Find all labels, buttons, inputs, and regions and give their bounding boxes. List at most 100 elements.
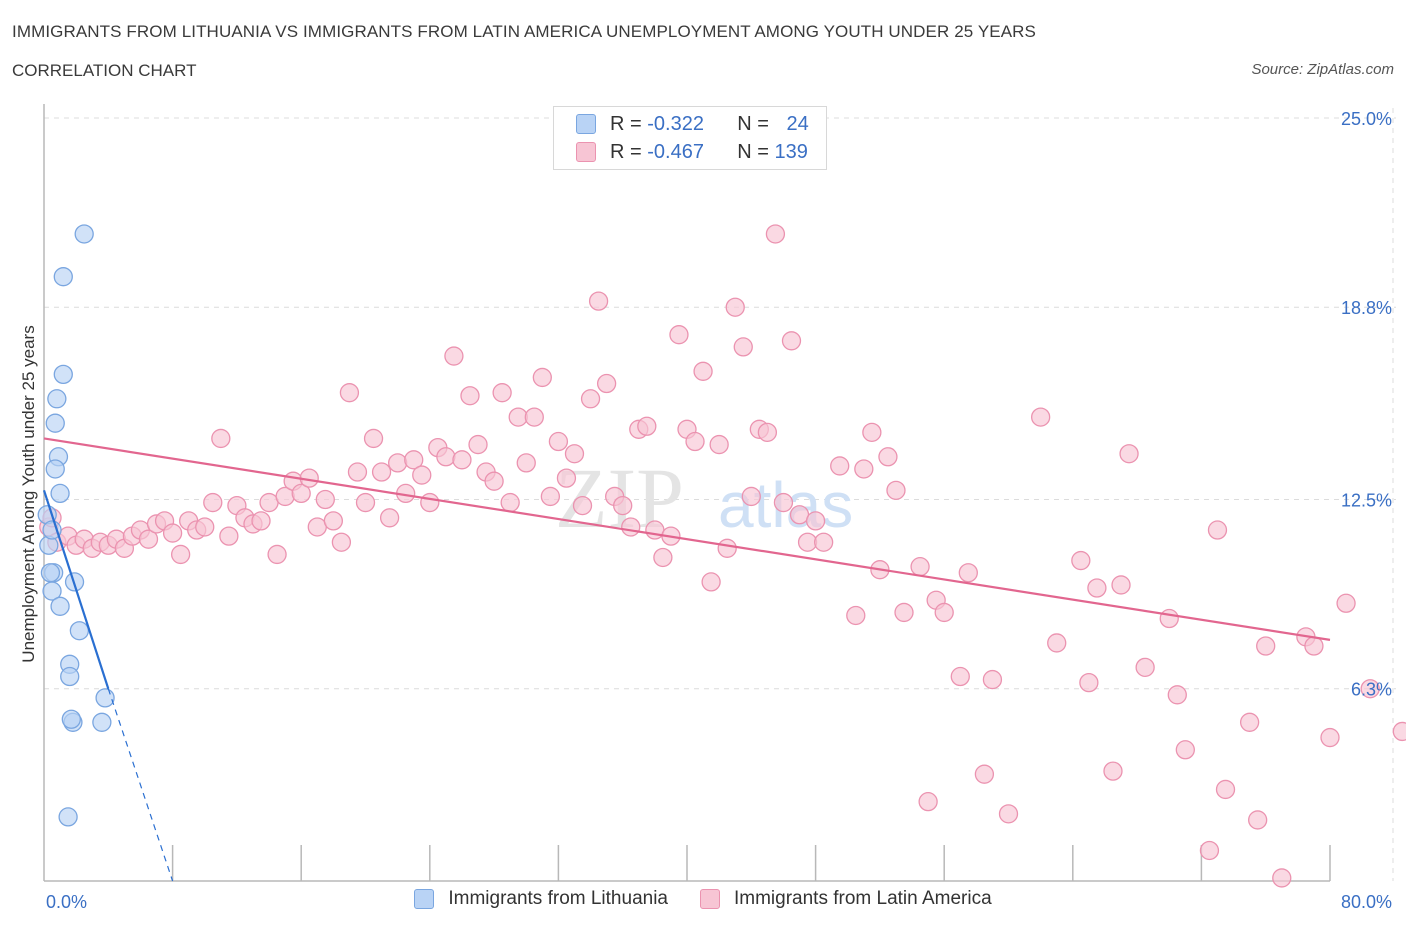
data-point-latin-america xyxy=(733,337,753,357)
stats-legend: R = -0.322 N = 24 R = -0.467 N = 139 xyxy=(553,106,827,170)
data-point-latin-america xyxy=(846,605,866,626)
data-point-latin-america xyxy=(484,471,504,491)
data-point-latin-america xyxy=(621,517,641,537)
x-tick-label: 0.0% xyxy=(46,892,87,912)
data-point-latin-america xyxy=(420,492,440,513)
data-point-latin-america xyxy=(693,361,713,381)
data-point-latin-america xyxy=(854,459,874,479)
latin-america-points xyxy=(39,224,1406,888)
data-point-latin-america xyxy=(1239,712,1260,732)
data-point-latin-america xyxy=(1159,608,1179,629)
data-point-latin-america xyxy=(203,492,223,513)
data-point-latin-america xyxy=(1047,633,1067,653)
data-point-latin-america xyxy=(492,383,512,403)
data-point-latin-america xyxy=(974,764,995,784)
data-point-latin-america xyxy=(323,511,344,531)
data-point-latin-america xyxy=(862,422,882,443)
legend-r-value: -0.467 xyxy=(647,140,704,163)
data-point-latin-america xyxy=(701,572,721,592)
chart-title: IMMIGRANTS FROM LITHUANIA VS IMMIGRANTS … xyxy=(12,22,1036,41)
data-point-latin-america xyxy=(524,407,544,427)
data-point-lithuania xyxy=(60,666,80,687)
data-point-latin-america xyxy=(894,602,914,623)
data-point-latin-america xyxy=(1256,636,1276,656)
data-point-latin-america xyxy=(1320,727,1340,748)
data-point-lithuania xyxy=(58,807,78,827)
legend-item-lithuania[interactable]: Immigrants from Lithuania xyxy=(414,888,668,910)
data-point-latin-america xyxy=(645,520,665,540)
data-point-latin-america xyxy=(170,544,191,565)
data-point-latin-america xyxy=(371,462,392,482)
data-point-latin-america xyxy=(998,804,1019,824)
data-point-lithuania xyxy=(69,621,90,641)
data-point-latin-america xyxy=(805,511,826,531)
data-point-latin-america xyxy=(307,517,327,537)
data-point-latin-america xyxy=(1304,636,1324,656)
series-legend: Immigrants from Lithuania Immigrants fro… xyxy=(0,888,1406,910)
data-point-latin-america xyxy=(982,669,1003,690)
legend-label-lithuania: Immigrants from Lithuania xyxy=(448,888,668,909)
data-point-latin-america xyxy=(412,465,432,485)
data-point-latin-america xyxy=(934,602,954,623)
data-point-latin-america xyxy=(741,486,761,507)
data-point-lithuania xyxy=(50,596,70,616)
legend-swatch-pink xyxy=(700,889,720,909)
legend-n-label: N = xyxy=(737,140,769,163)
data-point-latin-america xyxy=(637,416,657,436)
y-tick-label: 12.5% xyxy=(1341,491,1392,511)
data-point-latin-america xyxy=(1167,685,1187,705)
lithuania-points xyxy=(37,224,115,827)
watermark: ZIP atlas xyxy=(555,450,853,546)
data-point-latin-america xyxy=(910,556,930,577)
axes xyxy=(43,104,1331,882)
x-tick-label: 80.0% xyxy=(1341,892,1392,912)
data-point-latin-america xyxy=(789,505,810,525)
legend-r-label: R = xyxy=(610,140,642,163)
data-point-latin-america xyxy=(387,453,408,473)
data-point-latin-america xyxy=(669,325,689,345)
data-point-latin-america xyxy=(379,508,400,528)
legend-r-value: -0.322 xyxy=(647,112,704,135)
data-point-latin-america xyxy=(725,297,745,317)
data-point-latin-america xyxy=(781,331,802,351)
data-point-latin-america xyxy=(1135,657,1155,678)
data-point-lithuania xyxy=(42,581,62,601)
data-point-latin-america xyxy=(516,453,536,473)
data-point-latin-america xyxy=(1272,868,1292,888)
data-point-latin-america xyxy=(918,791,938,812)
legend-item-latin-america[interactable]: Immigrants from Latin America xyxy=(700,888,992,910)
data-point-lithuania xyxy=(53,364,73,385)
data-point-lithuania xyxy=(74,224,94,244)
data-point-latin-america xyxy=(315,489,335,510)
data-point-latin-america xyxy=(460,386,480,406)
data-point-lithuania xyxy=(45,459,65,479)
gridlines xyxy=(44,108,1396,881)
legend-swatch-pink xyxy=(576,142,596,162)
data-point-latin-america xyxy=(717,538,737,558)
data-point-lithuania xyxy=(53,267,73,287)
data-point-latin-america xyxy=(452,450,472,470)
data-point-latin-america xyxy=(211,428,231,449)
data-point-latin-america xyxy=(564,444,585,464)
data-point-latin-america xyxy=(436,447,456,467)
data-point-latin-america xyxy=(339,383,360,403)
data-point-latin-america xyxy=(1215,779,1236,800)
data-point-latin-america xyxy=(797,532,818,552)
data-point-latin-america xyxy=(596,373,617,394)
data-point-latin-america xyxy=(363,428,384,449)
trend-lines xyxy=(42,437,1331,882)
data-point-latin-america xyxy=(773,492,794,513)
legend-n-label: N = xyxy=(737,112,769,135)
data-point-latin-america xyxy=(1111,575,1131,595)
source-credit: Source: ZipAtlas.com xyxy=(1251,61,1394,78)
data-point-latin-america xyxy=(355,492,376,513)
data-point-latin-america xyxy=(162,523,183,543)
data-point-latin-america xyxy=(685,431,705,452)
data-point-lithuania xyxy=(45,413,65,433)
legend-n-value: 139 xyxy=(774,140,808,163)
trend-line-lithuania-extension xyxy=(107,688,174,882)
trend-line-lithuania xyxy=(42,490,110,690)
data-point-lithuania xyxy=(40,563,61,583)
data-point-latin-america xyxy=(1336,593,1356,613)
data-point-latin-america xyxy=(548,431,569,452)
